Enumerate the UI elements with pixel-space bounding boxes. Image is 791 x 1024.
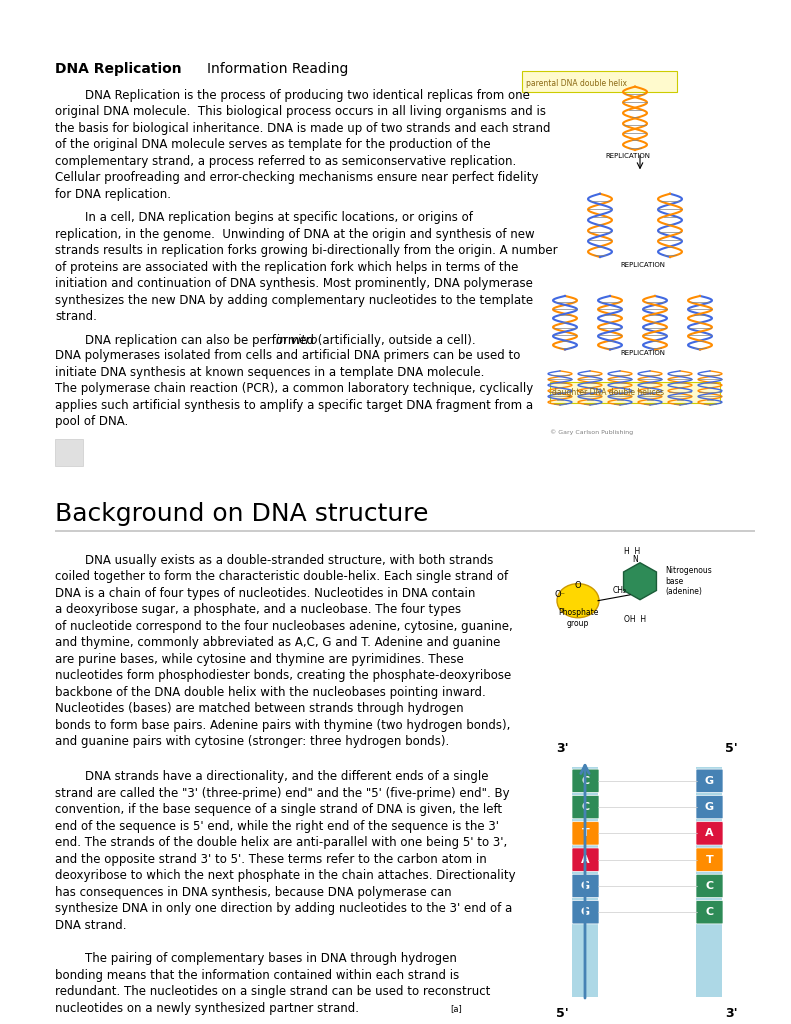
Text: In a cell, DNA replication begins at specific locations, or origins of
replicati: In a cell, DNA replication begins at spe…	[55, 211, 558, 324]
Text: O: O	[575, 581, 581, 590]
Text: DNA polymerases isolated from cells and artificial DNA primers can be used to
in: DNA polymerases isolated from cells and …	[55, 349, 533, 428]
FancyBboxPatch shape	[696, 848, 723, 871]
Text: Phosphate
group: Phosphate group	[558, 608, 598, 628]
Text: © Gary Carlson Publishing: © Gary Carlson Publishing	[550, 429, 633, 435]
Text: REPLICATION: REPLICATION	[605, 153, 650, 159]
Bar	[55, 439, 83, 466]
Text: parental DNA double helix: parental DNA double helix	[526, 79, 627, 88]
FancyBboxPatch shape	[572, 769, 599, 793]
Bar	[550, 382, 720, 403]
Text: REPLICATION: REPLICATION	[620, 349, 665, 355]
Text: The pairing of complementary bases in DNA through hydrogen
bonding means that th: The pairing of complementary bases in DN…	[55, 952, 490, 1015]
FancyBboxPatch shape	[696, 900, 723, 924]
Bar	[572, 767, 598, 998]
Text: Background on DNA structure: Background on DNA structure	[55, 503, 429, 526]
Text: G: G	[581, 907, 590, 918]
Text: in vitro: in vitro	[276, 334, 317, 347]
Text: daughter DNA double helices: daughter DNA double helices	[552, 388, 664, 397]
FancyBboxPatch shape	[696, 821, 723, 845]
Bar	[55, 530, 755, 531]
Text: G: G	[705, 776, 714, 785]
Text: (artificially, outside a cell).: (artificially, outside a cell).	[314, 334, 476, 347]
Text: G: G	[705, 802, 714, 812]
Text: Nitrogenous
base
(adenine): Nitrogenous base (adenine)	[665, 566, 712, 596]
Text: 5': 5'	[725, 741, 738, 755]
Text: [a]: [a]	[450, 1004, 462, 1013]
Text: C: C	[706, 881, 713, 891]
FancyBboxPatch shape	[572, 874, 599, 898]
Text: DNA strands have a directionality, and the different ends of a single
strand are: DNA strands have a directionality, and t…	[55, 770, 516, 932]
Text: DNA Replication is the process of producing two identical replicas from one
orig: DNA Replication is the process of produc…	[55, 89, 551, 201]
Text: A: A	[706, 828, 713, 839]
Text: N: N	[632, 555, 638, 563]
Text: DNA replication can also be performed: DNA replication can also be performed	[55, 334, 318, 347]
Text: DNA usually exists as a double-stranded structure, with both strands
coiled toge: DNA usually exists as a double-stranded …	[55, 554, 513, 749]
FancyBboxPatch shape	[696, 769, 723, 793]
Text: CH₂: CH₂	[613, 587, 627, 595]
Text: T: T	[706, 855, 713, 864]
Bar	[696, 767, 722, 998]
Text: REPLICATION: REPLICATION	[620, 262, 665, 268]
FancyBboxPatch shape	[696, 874, 723, 898]
FancyBboxPatch shape	[572, 796, 599, 819]
Text: Information Reading: Information Reading	[207, 62, 348, 77]
Text: C: C	[706, 907, 713, 918]
Text: C: C	[581, 776, 589, 785]
FancyBboxPatch shape	[572, 900, 599, 924]
Text: 5': 5'	[556, 1007, 569, 1020]
Text: T: T	[581, 828, 589, 839]
Text: 3': 3'	[556, 741, 569, 755]
FancyBboxPatch shape	[572, 821, 599, 845]
Text: O⁻: O⁻	[554, 591, 566, 599]
Ellipse shape	[557, 584, 599, 617]
Bar	[522, 71, 677, 92]
Text: G: G	[581, 881, 590, 891]
FancyBboxPatch shape	[696, 796, 723, 819]
Text: 3': 3'	[725, 1007, 738, 1020]
Text: OH  H: OH H	[624, 615, 646, 625]
Text: DNA Replication: DNA Replication	[55, 62, 182, 77]
Text: C: C	[581, 802, 589, 812]
Text: H  H: H H	[624, 547, 640, 556]
FancyBboxPatch shape	[572, 848, 599, 871]
Text: A: A	[581, 855, 590, 864]
